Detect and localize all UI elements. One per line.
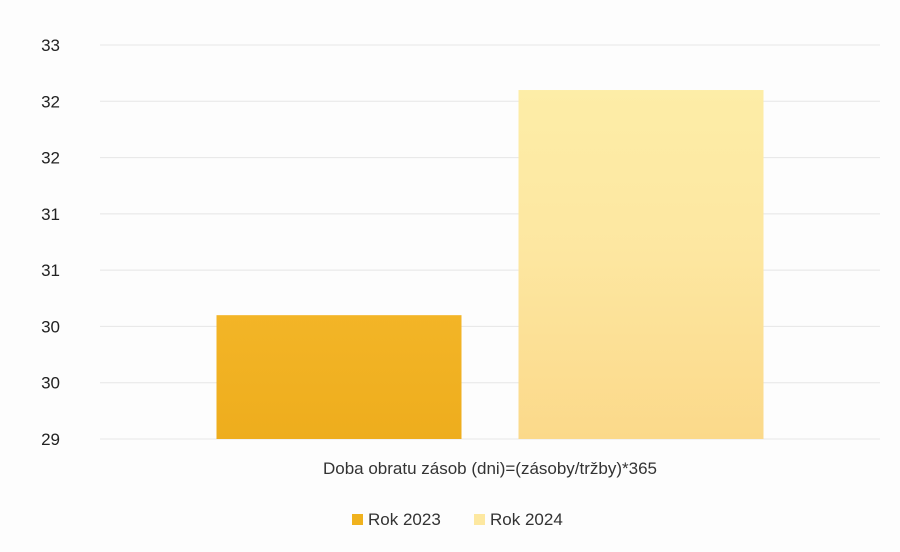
y-tick-label: 32 — [41, 92, 60, 111]
y-tick-label: 30 — [41, 317, 60, 336]
legend-label: Rok 2024 — [490, 510, 563, 529]
y-tick-label: 33 — [41, 36, 60, 55]
y-tick-label: 31 — [41, 205, 60, 224]
bar-rok-2024 — [518, 90, 764, 440]
y-axis-tick-labels: 33 32 32 31 31 30 30 29 — [41, 36, 60, 449]
bar-rok-2023 — [216, 315, 462, 439]
y-tick-label: 32 — [41, 149, 60, 168]
legend: Rok 2023 Rok 2024 — [352, 510, 563, 529]
legend-label: Rok 2023 — [368, 510, 441, 529]
y-tick-label: 30 — [41, 374, 60, 393]
x-axis-category-label: Doba obratu zásob (dni)=(zásoby/tržby)*3… — [323, 459, 657, 478]
bars — [216, 90, 764, 440]
y-tick-label: 29 — [41, 430, 60, 449]
legend-swatch — [474, 514, 485, 525]
y-tick-label: 31 — [41, 261, 60, 280]
legend-swatch — [352, 514, 363, 525]
